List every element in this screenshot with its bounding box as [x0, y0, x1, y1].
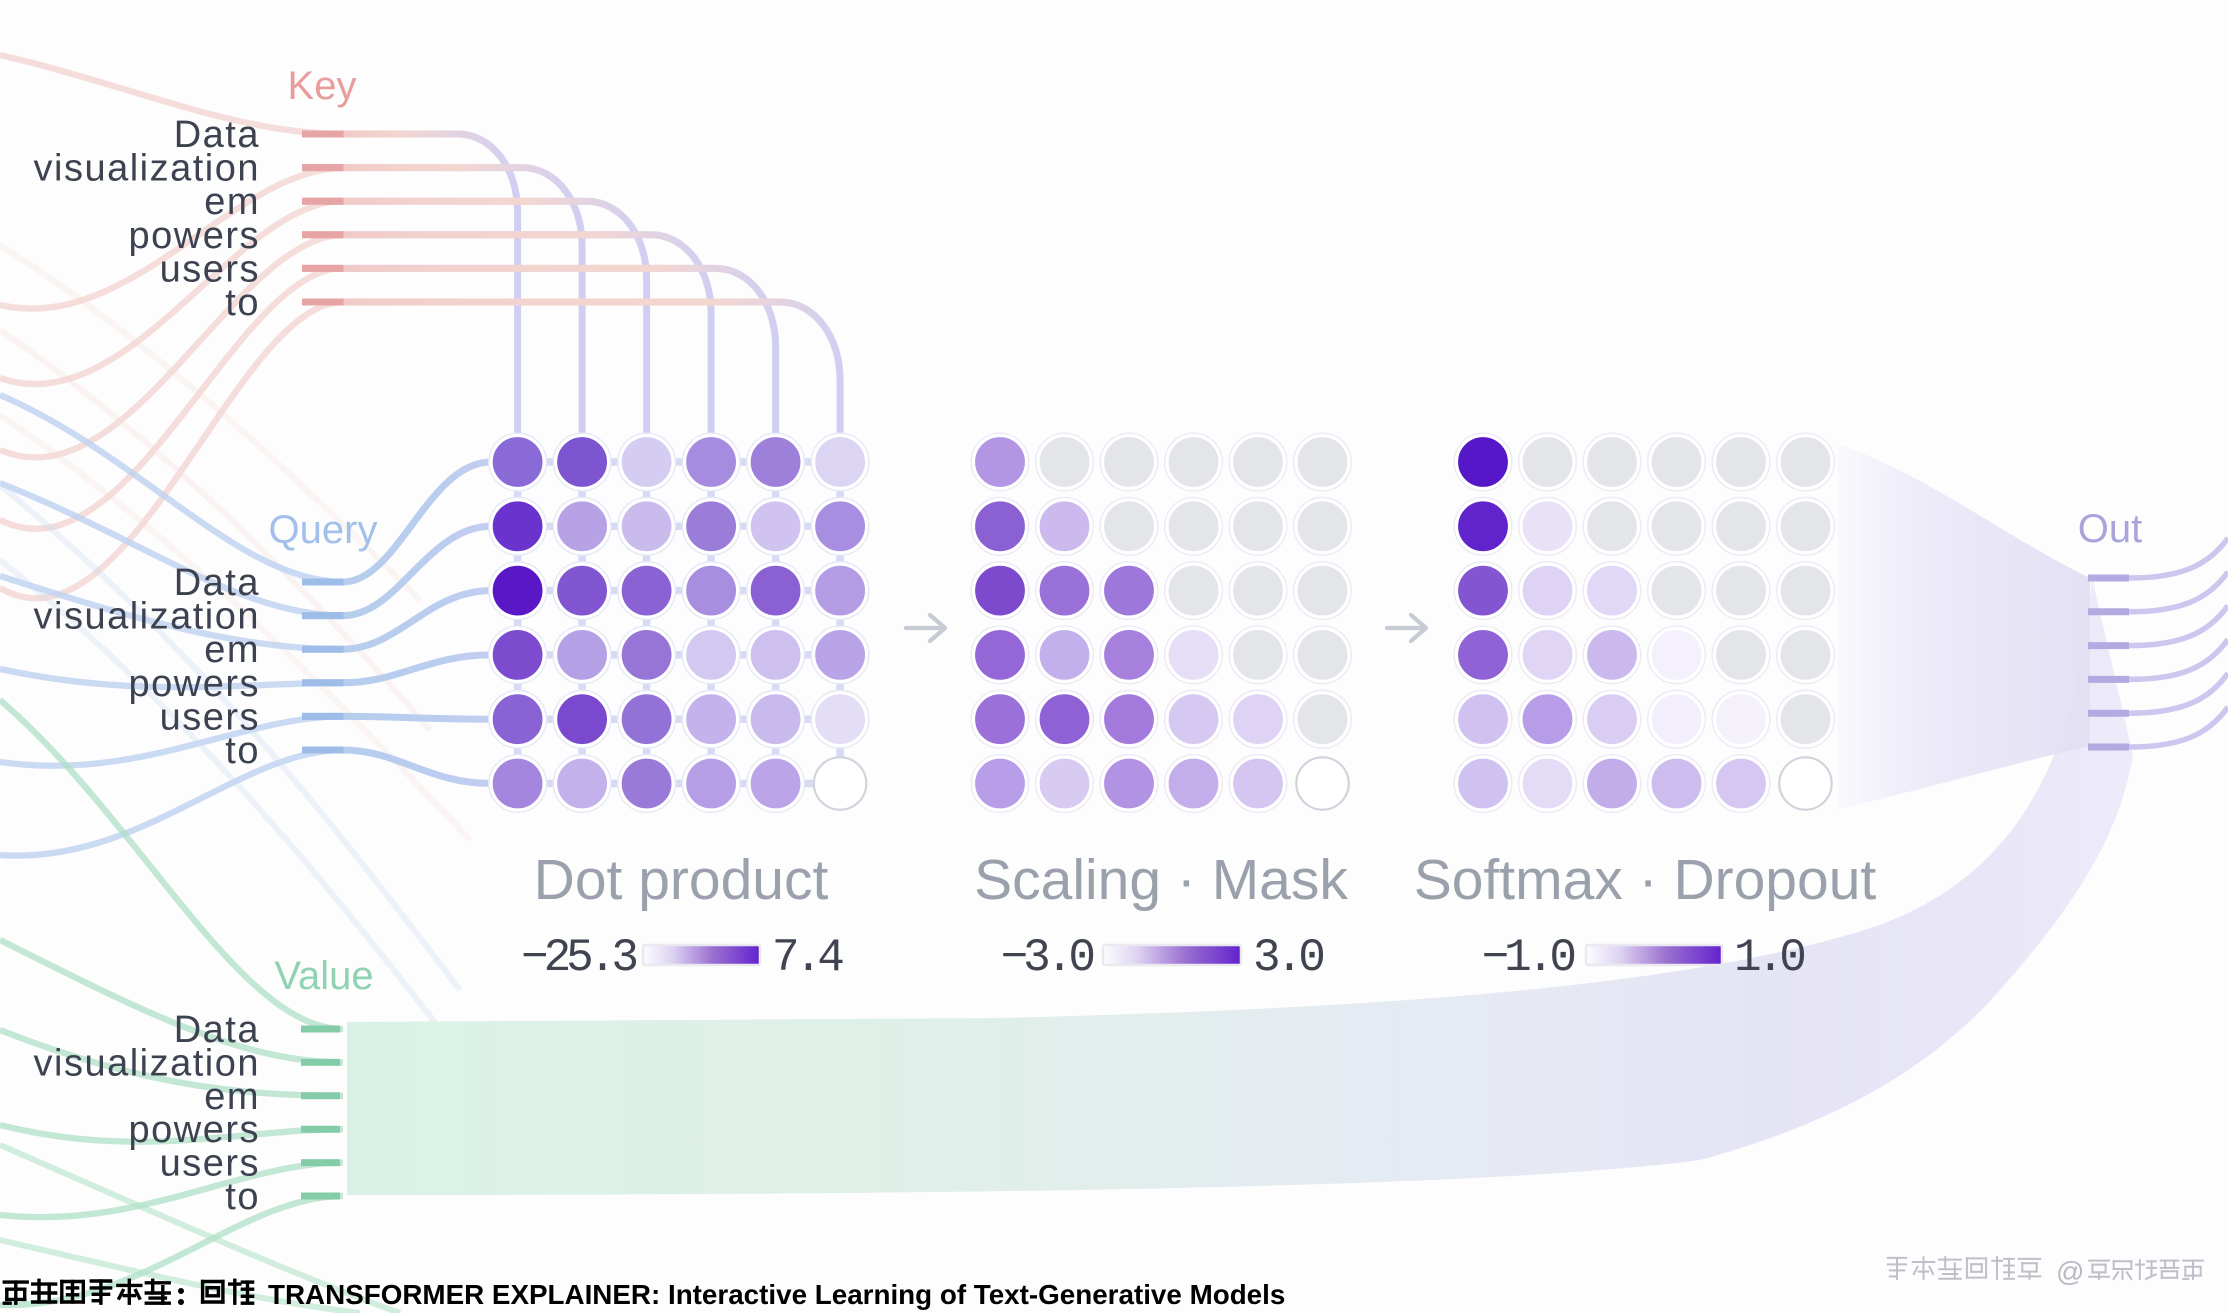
svg-text:to: to [225, 1176, 260, 1218]
svg-text:visualization: visualization [34, 596, 261, 638]
svg-text:7.4: 7.4 [772, 932, 843, 984]
svg-text:3.0: 3.0 [1253, 932, 1323, 984]
svg-text:visualization: visualization [34, 1042, 261, 1084]
svg-text:em: em [204, 1076, 260, 1118]
svg-text:powers: powers [129, 663, 261, 705]
svg-text:−25.3: −25.3 [521, 932, 636, 984]
svg-text:Key: Key [288, 64, 357, 108]
svg-text:Dot product: Dot product [534, 848, 829, 912]
svg-text:powers: powers [129, 215, 261, 257]
svg-text:−3.0: −3.0 [1001, 932, 1094, 984]
svg-text:Data: Data [174, 114, 260, 156]
svg-text:TRANSFORMER EXPLAINER: Interac: TRANSFORMER EXPLAINER: Interactive Learn… [268, 1279, 1285, 1310]
svg-text:powers: powers [129, 1109, 261, 1151]
svg-text:to: to [225, 730, 260, 772]
svg-text:@: @ [2056, 1256, 2084, 1287]
svg-text:visualization: visualization [34, 148, 261, 190]
svg-text:Data: Data [174, 1009, 260, 1051]
svg-text:Value: Value [274, 954, 373, 998]
svg-text:−1.0: −1.0 [1482, 932, 1575, 984]
svg-text:users: users [160, 248, 260, 290]
svg-text:Softmax · Dropout: Softmax · Dropout [1414, 848, 1877, 912]
svg-text:users: users [160, 696, 260, 738]
svg-text:Query: Query [269, 508, 378, 552]
svg-text:Scaling · Mask: Scaling · Mask [974, 848, 1348, 912]
svg-text:1.0: 1.0 [1734, 932, 1804, 984]
svg-text:users: users [160, 1143, 260, 1185]
svg-text:Out: Out [2078, 507, 2142, 551]
svg-text:em: em [204, 181, 260, 223]
svg-text:Data: Data [174, 562, 260, 604]
svg-text:to: to [225, 282, 260, 324]
svg-text:em: em [204, 629, 260, 671]
